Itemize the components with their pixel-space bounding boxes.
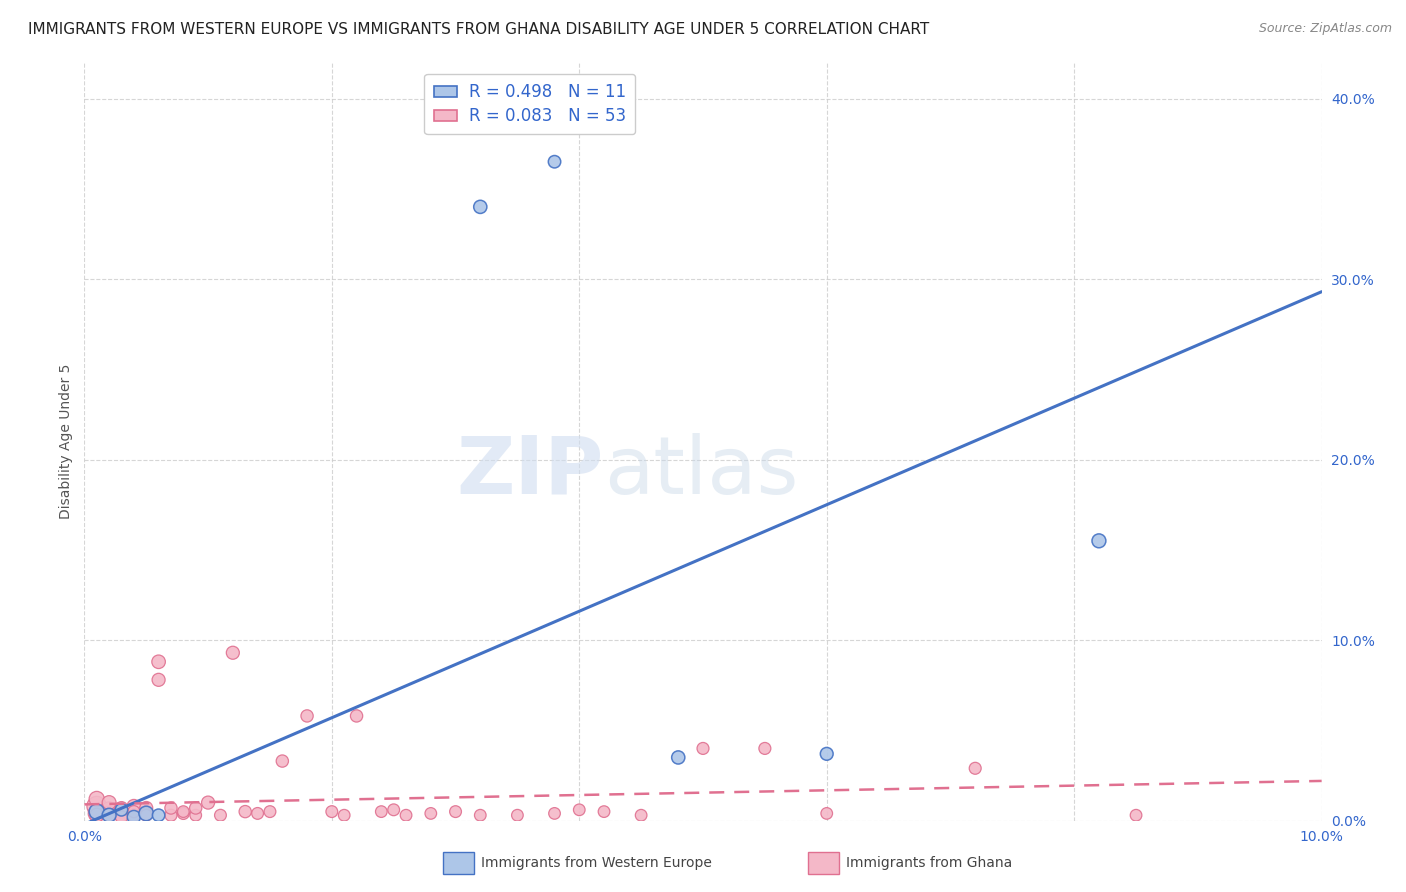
Point: [246, 806, 269, 821]
Point: [86, 792, 108, 806]
Point: [233, 805, 256, 819]
Text: IMMIGRANTS FROM WESTERN EUROPE VS IMMIGRANTS FROM GHANA DISABILITY AGE UNDER 5 C: IMMIGRANTS FROM WESTERN EUROPE VS IMMIGR…: [28, 22, 929, 37]
Point: [172, 805, 194, 819]
Point: [110, 801, 132, 815]
Point: [98, 806, 121, 821]
Point: [148, 808, 170, 822]
Point: [122, 810, 145, 824]
Point: [172, 806, 194, 821]
Point: [470, 200, 492, 214]
Point: [110, 805, 132, 819]
Point: [160, 808, 183, 822]
Point: [98, 808, 121, 822]
Point: [382, 803, 405, 817]
Point: [209, 808, 232, 822]
Point: [110, 810, 132, 824]
Point: [506, 808, 529, 822]
Point: [271, 754, 294, 768]
Point: [86, 799, 108, 814]
Legend: R = 0.498   N = 11, R = 0.083   N = 53: R = 0.498 N = 11, R = 0.083 N = 53: [425, 74, 636, 135]
Point: [86, 805, 108, 819]
Point: [815, 806, 838, 821]
Point: [98, 803, 121, 817]
Text: atlas: atlas: [605, 433, 799, 511]
Point: [593, 805, 616, 819]
Point: [135, 801, 157, 815]
Point: [395, 808, 418, 822]
Point: [122, 808, 145, 822]
Point: [692, 741, 714, 756]
Point: [86, 808, 108, 822]
Point: [135, 806, 157, 821]
Point: [815, 747, 838, 761]
Text: Immigrants from Western Europe: Immigrants from Western Europe: [481, 855, 711, 870]
Point: [543, 806, 565, 821]
Point: [259, 805, 281, 819]
Point: [135, 806, 157, 821]
Text: Source: ZipAtlas.com: Source: ZipAtlas.com: [1258, 22, 1392, 36]
Point: [295, 709, 318, 723]
Point: [470, 808, 492, 822]
Text: Immigrants from Ghana: Immigrants from Ghana: [846, 855, 1012, 870]
Point: [754, 741, 776, 756]
Point: [1088, 533, 1111, 548]
Point: [148, 673, 170, 687]
Point: [370, 805, 392, 819]
Point: [122, 799, 145, 814]
Point: [184, 801, 207, 815]
Point: [333, 808, 356, 822]
Point: [965, 761, 987, 775]
Point: [86, 806, 108, 821]
Point: [197, 796, 219, 810]
Point: [630, 808, 652, 822]
Point: [184, 808, 207, 822]
Point: [543, 154, 565, 169]
Point: [222, 646, 245, 660]
Y-axis label: Disability Age Under 5: Disability Age Under 5: [59, 364, 73, 519]
Point: [148, 655, 170, 669]
Point: [321, 805, 343, 819]
Point: [110, 803, 132, 817]
Point: [568, 803, 591, 817]
Point: [98, 796, 121, 810]
Point: [419, 806, 441, 821]
Point: [1125, 808, 1147, 822]
Point: [444, 805, 467, 819]
Point: [666, 750, 689, 764]
Point: [160, 801, 183, 815]
Point: [122, 805, 145, 819]
Point: [110, 808, 132, 822]
Text: ZIP: ZIP: [457, 433, 605, 511]
Point: [135, 808, 157, 822]
Point: [346, 709, 368, 723]
Point: [98, 808, 121, 822]
